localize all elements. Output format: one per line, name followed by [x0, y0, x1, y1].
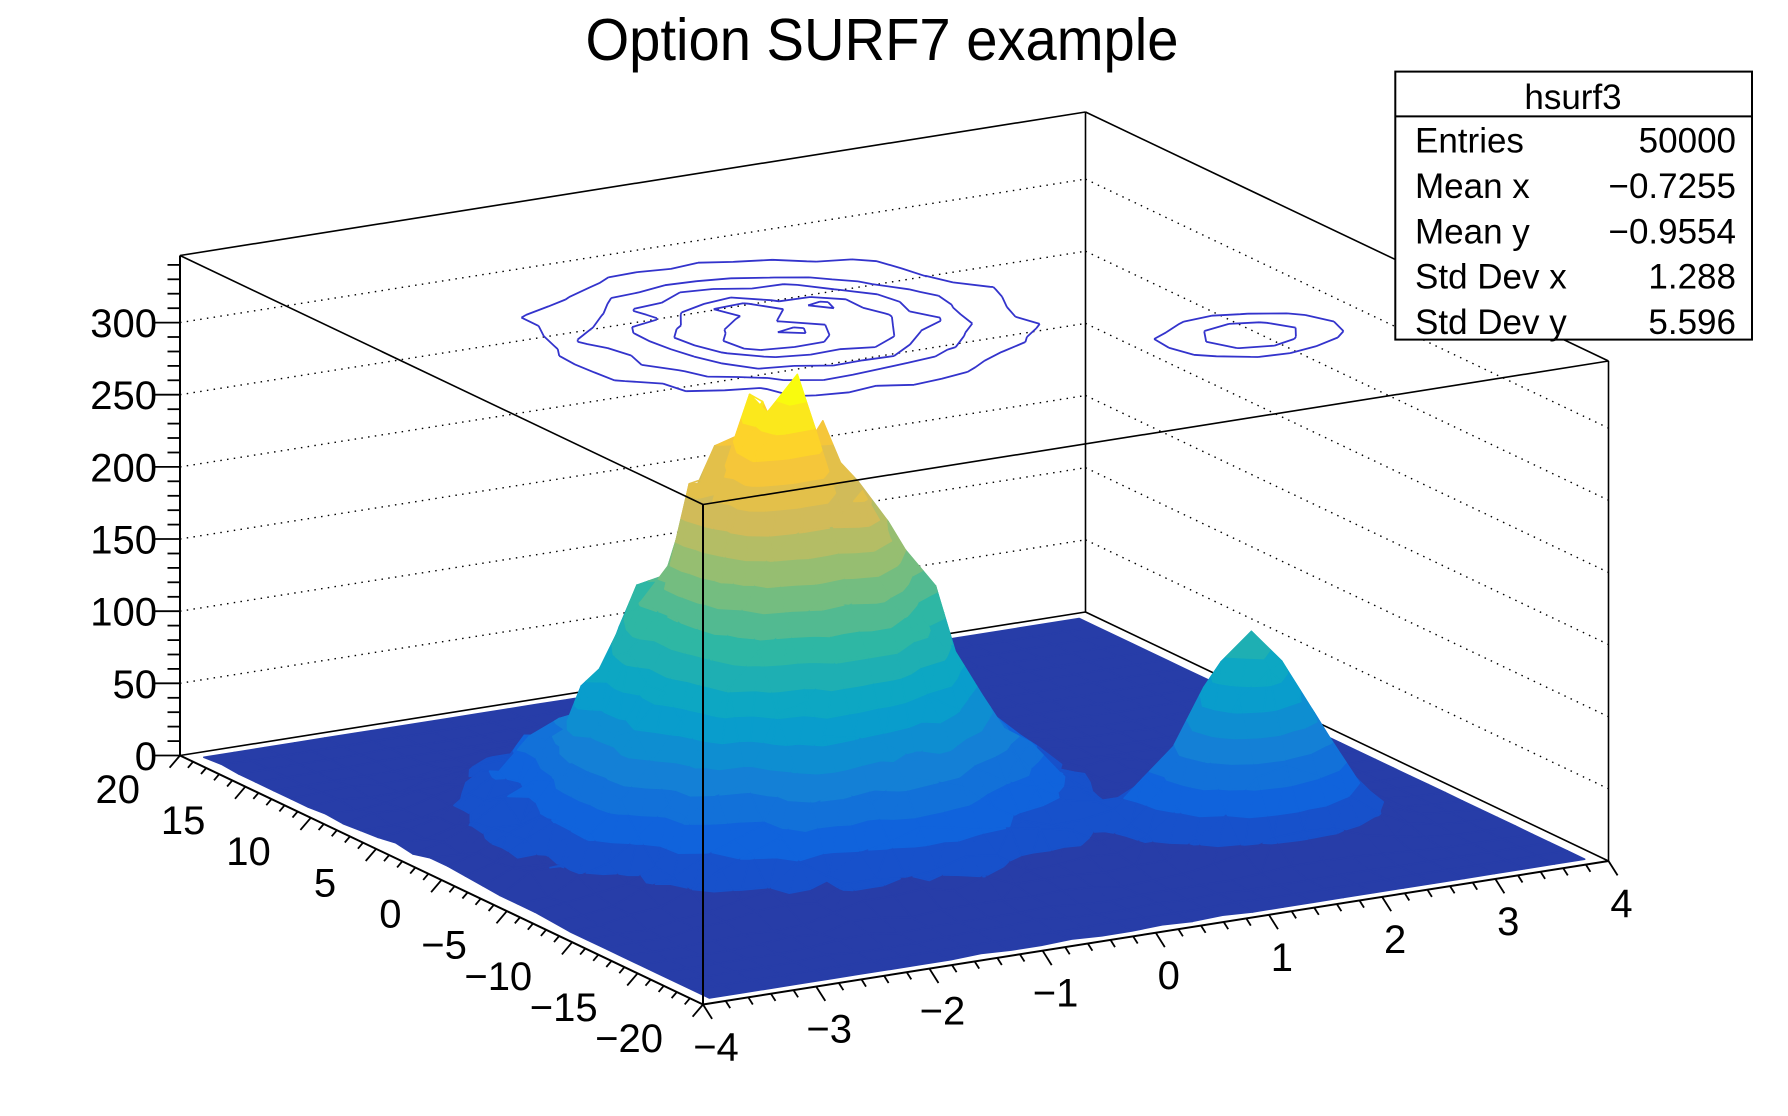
- svg-text:−1: −1: [1033, 972, 1079, 1016]
- svg-text:1.288: 1.288: [1648, 258, 1736, 297]
- svg-text:20: 20: [96, 768, 141, 812]
- svg-text:150: 150: [90, 519, 157, 563]
- svg-text:250: 250: [90, 374, 157, 418]
- svg-text:1: 1: [1271, 936, 1293, 980]
- svg-text:4: 4: [1610, 882, 1632, 926]
- svg-text:100: 100: [90, 591, 157, 635]
- svg-text:Entries: Entries: [1415, 122, 1524, 161]
- svg-text:−0.9554: −0.9554: [1609, 212, 1737, 251]
- svg-text:−15: −15: [530, 986, 598, 1030]
- svg-text:2: 2: [1384, 918, 1406, 962]
- svg-text:hsurf3: hsurf3: [1524, 78, 1621, 117]
- svg-text:Option SURF7 example: Option SURF7 example: [586, 7, 1179, 73]
- svg-text:−5: −5: [421, 924, 467, 968]
- svg-text:Mean x: Mean x: [1415, 167, 1530, 206]
- svg-text:Std Dev x: Std Dev x: [1415, 258, 1567, 297]
- svg-text:0: 0: [379, 893, 401, 937]
- svg-text:3: 3: [1497, 900, 1519, 944]
- svg-text:−3: −3: [806, 1008, 852, 1052]
- svg-text:300: 300: [90, 302, 157, 346]
- svg-text:0: 0: [1158, 954, 1180, 998]
- svg-text:15: 15: [161, 799, 206, 843]
- svg-text:10: 10: [226, 830, 271, 874]
- svg-text:5.596: 5.596: [1648, 303, 1736, 342]
- svg-text:5: 5: [314, 861, 336, 905]
- svg-text:200: 200: [90, 446, 157, 490]
- svg-text:−20: −20: [595, 1017, 663, 1061]
- svg-text:−0.7255: −0.7255: [1609, 167, 1737, 206]
- svg-text:0: 0: [135, 735, 157, 779]
- svg-text:−2: −2: [920, 990, 966, 1034]
- svg-text:−4: −4: [693, 1026, 739, 1070]
- svg-text:50000: 50000: [1639, 122, 1736, 161]
- svg-text:Std Dev y: Std Dev y: [1415, 303, 1567, 342]
- svg-text:50: 50: [113, 663, 158, 707]
- svg-text:Mean y: Mean y: [1415, 212, 1530, 251]
- svg-text:−10: −10: [464, 955, 532, 999]
